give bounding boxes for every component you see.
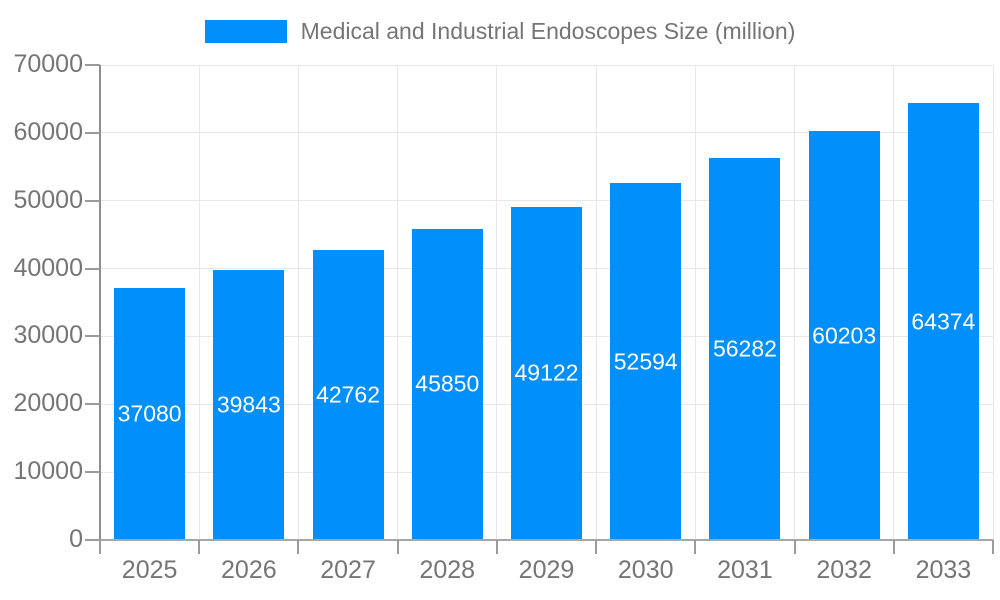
x-tick-label: 2031 xyxy=(717,556,773,584)
y-tick-mark xyxy=(85,199,100,202)
bar-2025: 37080 xyxy=(114,288,186,540)
v-gridline xyxy=(893,65,895,540)
x-tick-label: 2032 xyxy=(816,556,872,584)
bar-value-label: 52594 xyxy=(613,348,678,375)
bar-value-label: 39843 xyxy=(216,391,281,418)
bar-value-label: 45850 xyxy=(415,370,480,397)
v-gridline xyxy=(694,65,696,540)
v-gridline xyxy=(397,65,399,540)
x-tick-mark xyxy=(495,540,498,554)
bar-2027: 42762 xyxy=(312,249,384,540)
x-tick-mark xyxy=(793,540,796,554)
v-gridline xyxy=(297,65,299,540)
legend[interactable]: Medical and Industrial Endoscopes Size (… xyxy=(0,18,1000,44)
h-gridline xyxy=(100,200,993,202)
y-tick-mark xyxy=(85,267,100,270)
y-tick-label: 20000 xyxy=(13,389,83,418)
y-tick-label: 60000 xyxy=(13,117,83,146)
x-tick-mark xyxy=(694,540,697,554)
x-axis-line xyxy=(99,539,993,541)
x-tick-label: 2029 xyxy=(518,556,575,584)
y-tick-mark xyxy=(85,403,100,406)
x-tick-mark xyxy=(198,540,201,554)
y-tick-mark xyxy=(85,335,100,338)
y-tick-mark xyxy=(85,471,100,474)
x-tick-label: 2028 xyxy=(419,556,476,584)
x-tick-mark xyxy=(99,540,101,554)
bar-value-label: 37080 xyxy=(117,400,182,427)
bar-value-label: 42762 xyxy=(316,381,381,408)
y-tick-mark xyxy=(85,64,100,66)
y-tick-label: 10000 xyxy=(13,457,83,486)
y-tick-label: 50000 xyxy=(13,185,83,214)
x-tick-label: 2030 xyxy=(617,556,674,584)
plot-area: 37080 39843 42762 45850 49122 52594 56282 60203… xyxy=(100,64,994,540)
h-gridline xyxy=(100,132,993,134)
bar-value-label: 60203 xyxy=(812,322,877,349)
v-gridline xyxy=(595,65,597,540)
y-tick-mark xyxy=(85,539,100,541)
bar-2032: 60203 xyxy=(808,131,880,540)
bar-2026: 39843 xyxy=(213,269,285,540)
legend-swatch xyxy=(204,19,287,43)
x-tick-label: 2026 xyxy=(221,556,277,584)
y-axis-line xyxy=(99,65,101,542)
x-tick-mark xyxy=(595,540,598,554)
bar-2031: 56282 xyxy=(709,158,781,540)
v-gridline xyxy=(496,65,498,540)
y-tick-label: 40000 xyxy=(13,253,83,282)
x-tick-mark xyxy=(892,540,895,554)
x-tick-mark xyxy=(297,540,300,554)
v-gridline xyxy=(794,65,796,540)
v-gridline xyxy=(992,65,994,540)
x-tick-label: 2025 xyxy=(121,556,178,584)
y-tick-label: 0 xyxy=(69,525,83,553)
y-tick-mark xyxy=(85,131,100,134)
bar-value-label: 49122 xyxy=(514,359,579,386)
bar-value-label: 56282 xyxy=(712,335,777,362)
bar-2030: 52594 xyxy=(610,183,682,540)
y-tick-label: 30000 xyxy=(13,321,83,350)
x-tick-label: 2027 xyxy=(320,556,376,584)
y-tick-label: 70000 xyxy=(13,50,83,78)
h-gridline xyxy=(100,64,993,66)
bar-2029: 49122 xyxy=(511,206,582,540)
bar-2033: 64374 xyxy=(907,103,979,540)
x-tick-mark xyxy=(396,540,399,554)
x-tick-label: 2033 xyxy=(915,556,972,584)
x-tick-mark xyxy=(992,540,994,554)
bar-2028: 45850 xyxy=(411,228,483,540)
v-gridline xyxy=(198,65,200,540)
legend-label: Medical and Industrial Endoscopes Size (… xyxy=(300,18,796,44)
bar-value-label: 64374 xyxy=(911,308,976,335)
